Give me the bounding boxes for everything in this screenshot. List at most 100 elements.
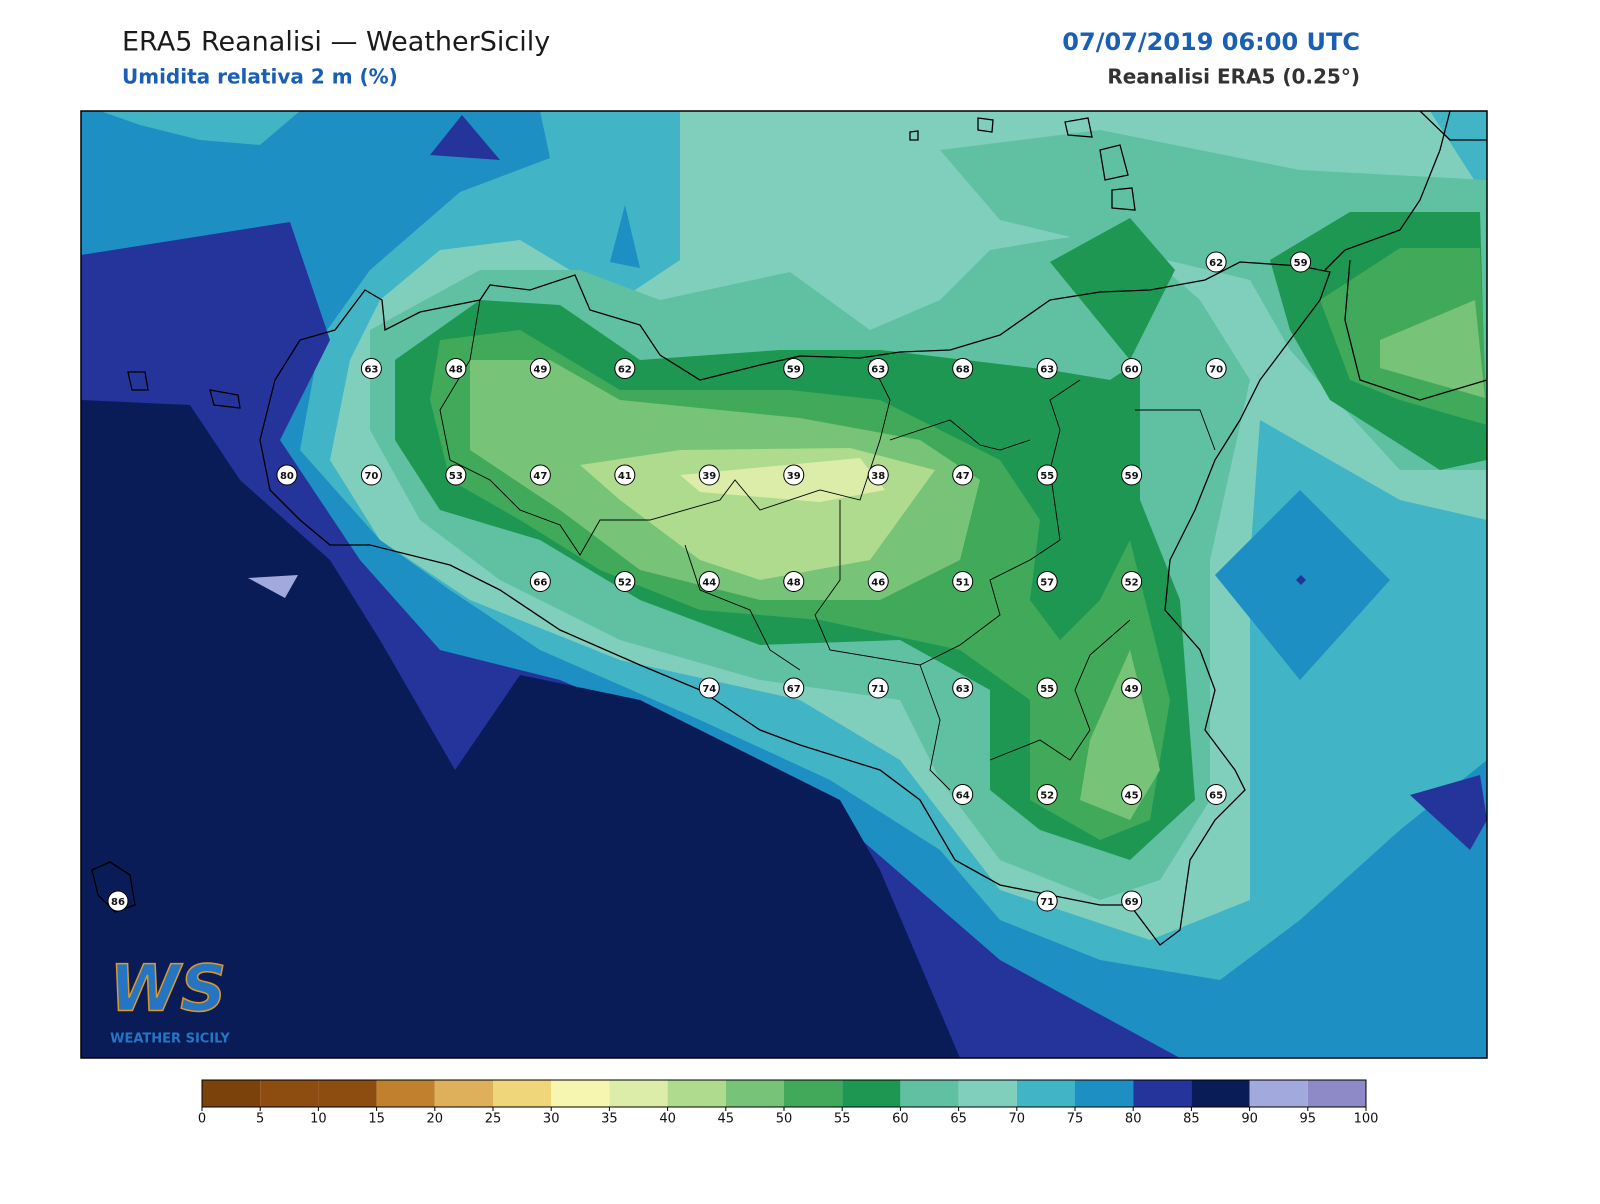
colorbar-tick-label: 10 (310, 1112, 327, 1127)
station-value: 86 (111, 897, 125, 908)
colorbar-bin (784, 1080, 843, 1107)
field (1380, 300, 1485, 398)
station-value: 41 (618, 471, 632, 482)
station-value: 60 (1125, 365, 1139, 376)
station-value: 59 (1125, 471, 1139, 482)
province-border (989, 619, 1131, 761)
colorbar-tick-label: 35 (601, 1112, 618, 1127)
station-value: 57 (1040, 578, 1054, 589)
station-value: 38 (871, 471, 885, 482)
colorbar-bin (900, 1080, 959, 1107)
station-marker (1036, 890, 1058, 912)
station-marker (952, 784, 974, 805)
colorbar-bin (1249, 1080, 1308, 1107)
station-marker (783, 571, 805, 592)
title: ERA5 Reanalisi — WeatherSicily (122, 27, 550, 58)
colorbar-tick-label: 15 (368, 1112, 385, 1127)
field (1296, 575, 1306, 585)
station-marker (783, 358, 805, 379)
island (909, 130, 919, 141)
station-marker (1036, 784, 1058, 805)
station-value: 47 (533, 471, 547, 482)
station-value: 63 (956, 684, 970, 695)
station-marker (614, 571, 636, 592)
colorbar: 0 5 10 15 20 25 30 35 40 45 50 55 60 65 70 75 80 85 90 95 10… (198, 1079, 1378, 1127)
station-marker (867, 464, 889, 486)
colorbar-tick-label: 60 (892, 1112, 909, 1127)
colorbar-tick-label: 85 (1183, 1112, 1200, 1127)
station-value: 44 (702, 578, 716, 589)
calabria-coast (1344, 259, 1487, 401)
colorbar-tick-label: 65 (950, 1112, 967, 1127)
island (1099, 144, 1129, 181)
station-value: 49 (533, 365, 547, 376)
colorbar-tick-label: 20 (427, 1112, 444, 1127)
station-marker (1121, 358, 1143, 379)
station-marker (1205, 784, 1227, 805)
station-marker (360, 464, 382, 486)
island (1064, 117, 1093, 138)
station-marker (1121, 677, 1143, 699)
colorbar-tick-label: 75 (1067, 1112, 1084, 1127)
station-marker (276, 464, 298, 486)
colorbar-bin (1016, 1080, 1075, 1107)
colorbar-bin (493, 1080, 552, 1107)
station-value: 59 (787, 365, 801, 376)
station-value: 62 (618, 365, 632, 376)
colorbar-bin (434, 1080, 493, 1107)
colorbar-tick-label: 25 (485, 1112, 502, 1127)
station-value: 63 (871, 365, 885, 376)
field (1215, 490, 1390, 680)
colorbar-tick-label: 50 (776, 1112, 793, 1127)
station-value: 55 (1040, 684, 1054, 695)
map-frame (80, 110, 1488, 1059)
colorbar-tick-label: 80 (1125, 1112, 1142, 1127)
station-marker (529, 358, 551, 379)
station-value: 71 (871, 684, 885, 695)
station-value: 47 (956, 471, 970, 482)
colorbar-tick-label: 70 (1009, 1112, 1026, 1127)
station-marker (614, 464, 636, 486)
station-value: 52 (618, 578, 632, 589)
station-marker (1121, 890, 1143, 912)
colorbar-tick-label: 55 (834, 1112, 851, 1127)
station-value: 39 (787, 471, 801, 482)
colorbar-tick-label: 45 (718, 1112, 735, 1127)
station-marker (698, 677, 720, 699)
borders (439, 299, 1216, 791)
station-marker (952, 464, 974, 486)
station-marker (529, 571, 551, 592)
station-value: 64 (956, 791, 970, 802)
colorbar-tick-label: 30 (543, 1112, 560, 1127)
station-value: 63 (1040, 365, 1054, 376)
station-value: 46 (871, 578, 885, 589)
field (100, 111, 300, 145)
station-marker (1121, 784, 1143, 805)
field (1050, 218, 1175, 360)
station-value: 48 (449, 365, 463, 376)
station-marker (529, 464, 551, 486)
station-marker (1121, 571, 1143, 592)
colorbar-bin (667, 1080, 726, 1107)
field (430, 115, 500, 160)
province-border (889, 419, 1031, 451)
colorbar-tick-label: 90 (1241, 1112, 1258, 1127)
station-value: 48 (787, 578, 801, 589)
province-border (1135, 409, 1216, 451)
colorbar-bin (202, 1080, 261, 1107)
station-marker (1205, 251, 1227, 273)
coastline (91, 111, 1487, 946)
station-marker (698, 464, 720, 486)
station-value: 62 (1209, 258, 1223, 269)
station-marker (1036, 571, 1058, 592)
station-marker (1036, 464, 1058, 486)
station-marker (698, 571, 720, 592)
colorbar-bin (1133, 1080, 1192, 1107)
province-border (684, 544, 801, 671)
station-value: 55 (1040, 471, 1054, 482)
station-marker (445, 464, 467, 486)
field (1410, 775, 1487, 850)
logo-mark: WS (110, 953, 227, 1027)
field (680, 458, 885, 502)
